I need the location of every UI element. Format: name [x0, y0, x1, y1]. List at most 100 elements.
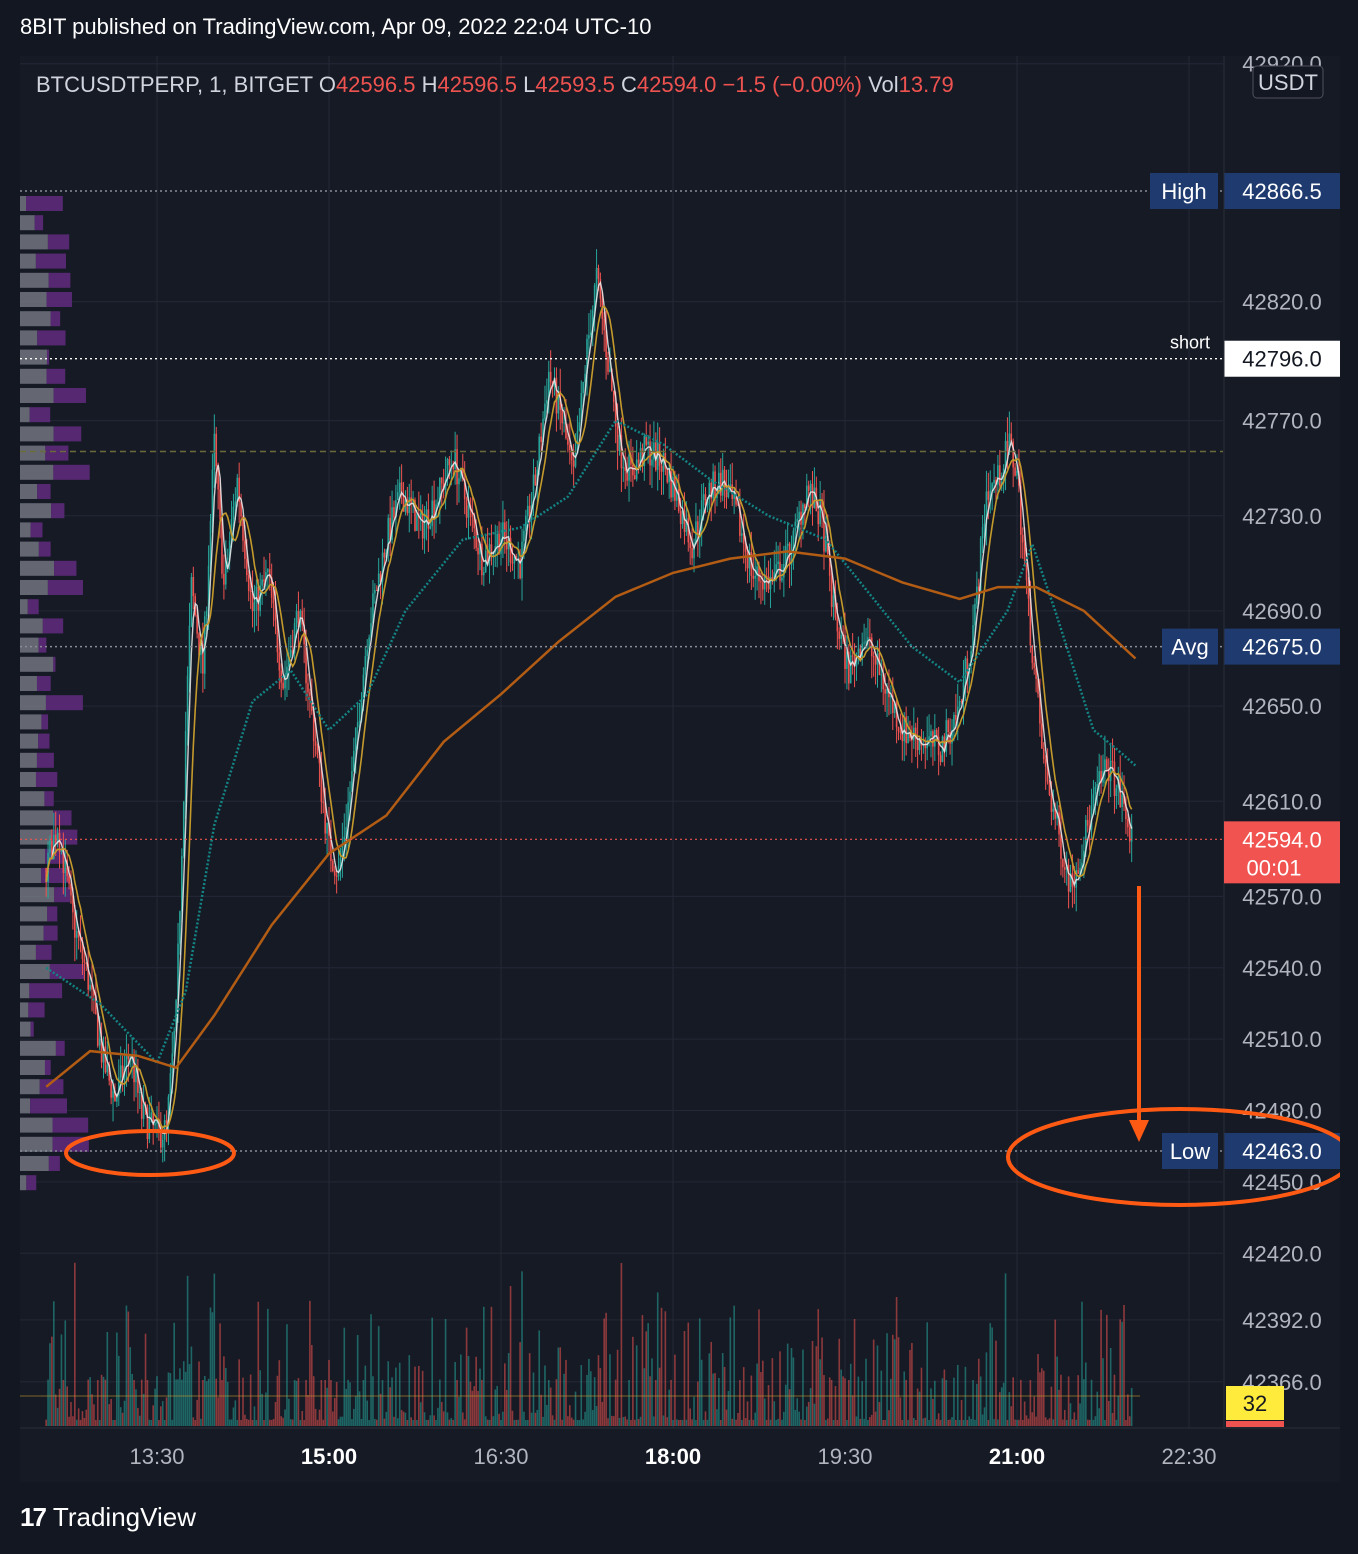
volume-bar: [219, 1323, 221, 1426]
volume-bar: [863, 1418, 865, 1426]
candle-body: [461, 468, 464, 479]
currency-button[interactable]: [1252, 65, 1324, 99]
candle-body: [515, 556, 518, 560]
volume-bar: [935, 1419, 938, 1426]
volume-bar: [481, 1379, 483, 1426]
volume-bar: [802, 1349, 804, 1426]
candle-body: [970, 651, 972, 665]
level-name-box: [1162, 628, 1218, 665]
volume-bar: [1117, 1395, 1120, 1426]
volume-bar: [572, 1419, 575, 1426]
volume-bar: [192, 1417, 195, 1426]
level-name-short: short: [1170, 333, 1210, 353]
candle-body: [708, 482, 711, 499]
volume-bar: [106, 1331, 109, 1426]
volume-bar: [752, 1419, 755, 1426]
volume-bar: [330, 1380, 332, 1426]
symbol-legend[interactable]: BTCUSDTPERP, 1, BITGET O42596.5 H42596.5…: [36, 72, 954, 97]
volume-bar: [200, 1418, 202, 1426]
candle-body: [655, 442, 657, 470]
candle-body: [1004, 440, 1007, 469]
volume-profile-bar: [20, 272, 49, 288]
chart-panel[interactable]: High 42866.5 short 42796.0 Avg 42675.0 Low 4246…: [20, 56, 1340, 1482]
candle-body: [1094, 786, 1097, 795]
volume-bar: [1029, 1379, 1032, 1426]
volume-bar: [869, 1417, 871, 1426]
volume-bar: [60, 1334, 63, 1426]
candle-body: [368, 637, 370, 650]
candle-body: [116, 1095, 118, 1102]
candle-body: [704, 494, 707, 506]
tradingview-brand[interactable]: 17 TradingView: [20, 1502, 196, 1533]
candle-body: [580, 393, 583, 423]
candle-body: [475, 528, 477, 548]
candle-body: [108, 1064, 111, 1081]
ema-teal-line: [45, 418, 1137, 1066]
volume-profile-bar: [20, 1175, 27, 1191]
volume-bar: [687, 1322, 690, 1426]
volume-bar: [899, 1397, 902, 1426]
volume-bar: [1002, 1382, 1005, 1426]
candle-body: [335, 875, 338, 877]
volume-bar: [704, 1411, 707, 1426]
candle-body: [246, 559, 248, 576]
volume-bar: [620, 1263, 623, 1426]
volume-bar: [158, 1419, 160, 1426]
price-chart[interactable]: High 42866.5 short 42796.0 Avg 42675.0 Low 4246…: [20, 56, 1340, 1482]
volume-bar: [561, 1419, 563, 1426]
volume-bar: [932, 1398, 934, 1426]
candle-body: [609, 369, 611, 372]
volume-bar: [375, 1419, 378, 1426]
volume-bar: [81, 1411, 84, 1426]
volume-bar: [934, 1380, 936, 1426]
volume-bar: [87, 1379, 89, 1426]
candle-body: [526, 505, 529, 516]
last-price-value: 42594.0: [1242, 827, 1322, 852]
volume-bar: [697, 1381, 699, 1426]
volume-bar: [612, 1416, 615, 1426]
candle-body: [547, 371, 550, 401]
volume-bar: [385, 1411, 388, 1426]
candle-body: [238, 477, 240, 502]
volume-profile-bar: [20, 368, 47, 384]
candle-body: [947, 720, 949, 733]
candle-body: [1092, 794, 1095, 806]
candle-body: [171, 1053, 174, 1074]
candle-body: [1107, 768, 1110, 782]
candle-body: [412, 499, 414, 505]
volume-bar: [54, 1394, 57, 1426]
candle-body: [848, 651, 850, 684]
level-price-high: 42866.5: [1242, 179, 1322, 204]
candle-body: [173, 1030, 175, 1054]
candle-body: [807, 485, 810, 491]
candle-body: [249, 590, 252, 592]
volume-bar: [660, 1307, 663, 1426]
candle-body: [1106, 759, 1108, 769]
volume-bar: [469, 1381, 472, 1426]
volume-bar: [1092, 1419, 1095, 1426]
candle-body: [181, 856, 183, 912]
volume-profile-bar: [20, 733, 39, 749]
volume-bar: [354, 1396, 357, 1426]
candle-body: [226, 557, 229, 560]
volume-bar: [979, 1376, 982, 1426]
candle-body: [909, 732, 911, 739]
volume-bar: [49, 1343, 51, 1426]
volume-bar: [645, 1331, 648, 1426]
volume-bar: [737, 1412, 739, 1426]
candle-body: [999, 465, 1001, 486]
time-tick-label: 22:30: [1161, 1444, 1216, 1469]
candle-body: [567, 438, 569, 445]
candle-body: [928, 736, 930, 740]
candle-body: [851, 655, 854, 657]
volume-bar: [509, 1285, 512, 1426]
candle-body: [588, 335, 590, 339]
candle-body: [578, 422, 581, 432]
volume-bar: [914, 1419, 917, 1426]
volume-profile-bar: [49, 964, 85, 979]
candle-body: [393, 507, 395, 518]
volume-bar: [53, 1301, 55, 1426]
volume-bar: [435, 1419, 437, 1426]
volume-bar: [383, 1418, 386, 1426]
volume-bar: [607, 1418, 609, 1426]
